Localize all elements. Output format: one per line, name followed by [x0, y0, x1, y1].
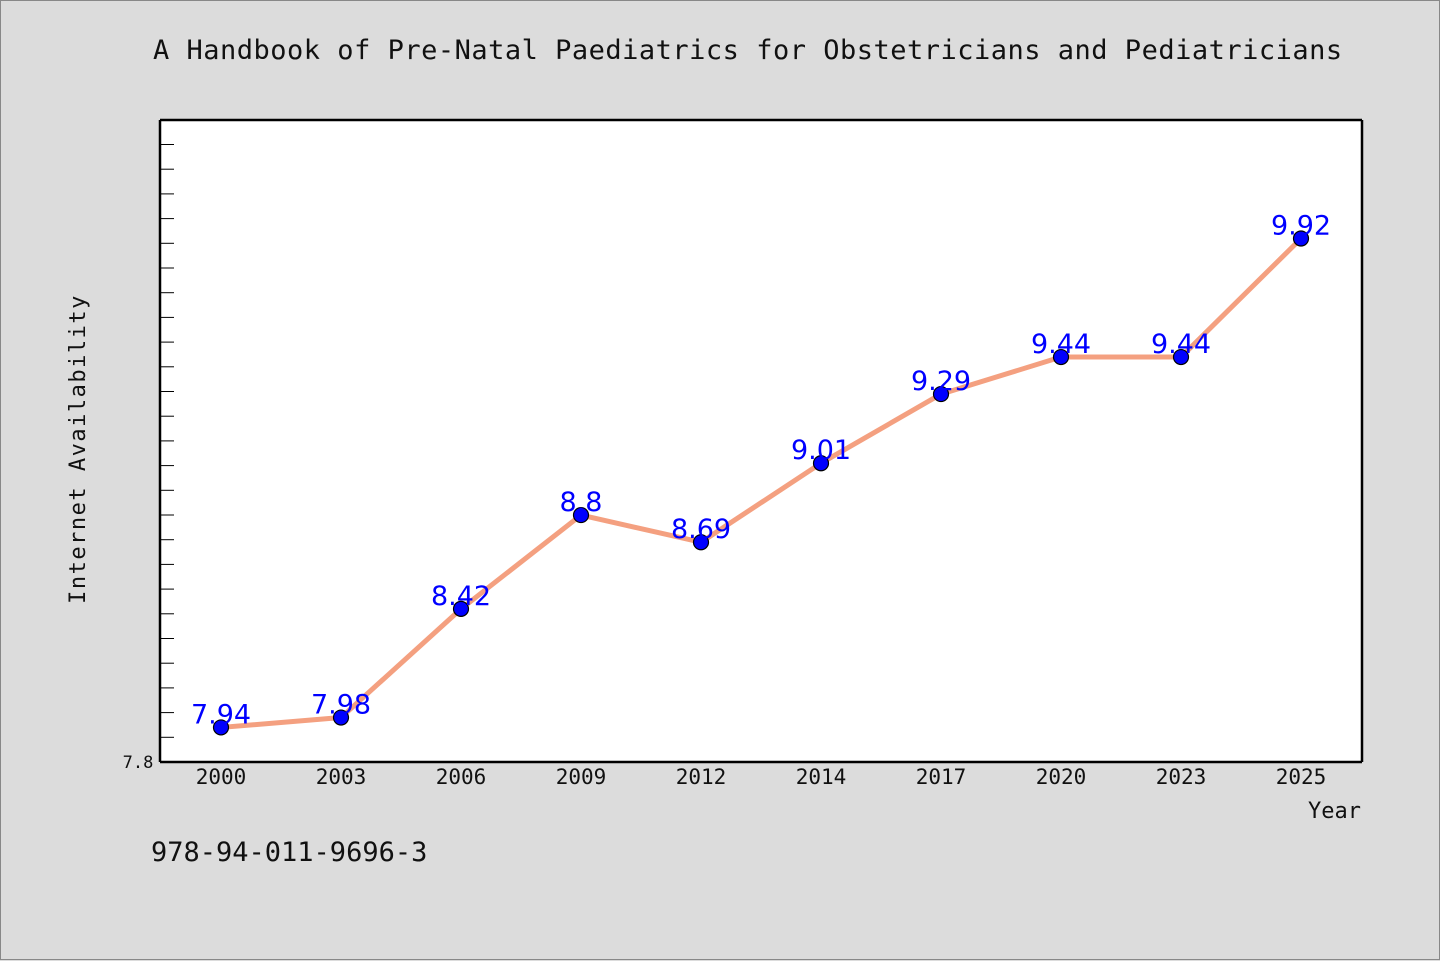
x-tick-label: 2025 [1276, 765, 1327, 789]
data-labels: 7.94 7.98 8.42 8.8 8.69 9.01 9.29 9.44 9.44 9.92 [191, 211, 1331, 731]
series-line [218, 236, 1304, 730]
data-label: 7.98 [311, 690, 371, 721]
x-tick-label: 2000 [196, 765, 247, 789]
x-tick-label: 2009 [556, 765, 607, 789]
x-axis-title: Year [1308, 799, 1361, 824]
x-tick-label: 2020 [1036, 765, 1087, 789]
data-label: 9.44 [1031, 329, 1091, 360]
x-tick-label: 2006 [436, 765, 487, 789]
data-label: 8.42 [431, 581, 491, 612]
plot-area [160, 120, 1362, 762]
y-tick-label: 7.8 [123, 753, 154, 773]
data-point [332, 709, 350, 726]
data-point [1052, 348, 1070, 366]
data-point [812, 455, 830, 472]
data-label: 8.8 [560, 487, 603, 518]
data-point [452, 600, 470, 618]
x-tick-label: 2017 [916, 765, 967, 789]
data-label: 8.69 [671, 514, 731, 545]
x-tick-label: 2023 [1156, 765, 1207, 789]
data-label: 9.29 [911, 366, 971, 397]
data-label: 9.92 [1271, 211, 1331, 242]
y-axis-ticks [160, 144, 174, 738]
x-tick-label: 2012 [676, 765, 727, 789]
data-point [1292, 230, 1310, 247]
chart-title: A Handbook of Pre-Natal Paediatrics for … [153, 35, 1343, 66]
x-tick-label: 2014 [796, 765, 847, 789]
data-markers [212, 230, 1310, 736]
data-point [572, 506, 590, 524]
data-label: 7.94 [191, 699, 251, 730]
x-tick-label: 2003 [316, 765, 367, 789]
data-point [692, 534, 710, 551]
isbn-text: 978-94-011-9696-3 [151, 837, 428, 868]
y-axis-title: Internet Availability [66, 294, 91, 604]
data-point [932, 385, 950, 403]
data-point [1172, 348, 1190, 366]
data-label: 9.01 [791, 435, 851, 466]
data-point [212, 719, 230, 736]
data-label: 9.44 [1151, 329, 1211, 360]
x-tick-labels: 2000 2003 2006 2009 2012 2014 2017 2020 2023 2025 [196, 765, 1327, 789]
